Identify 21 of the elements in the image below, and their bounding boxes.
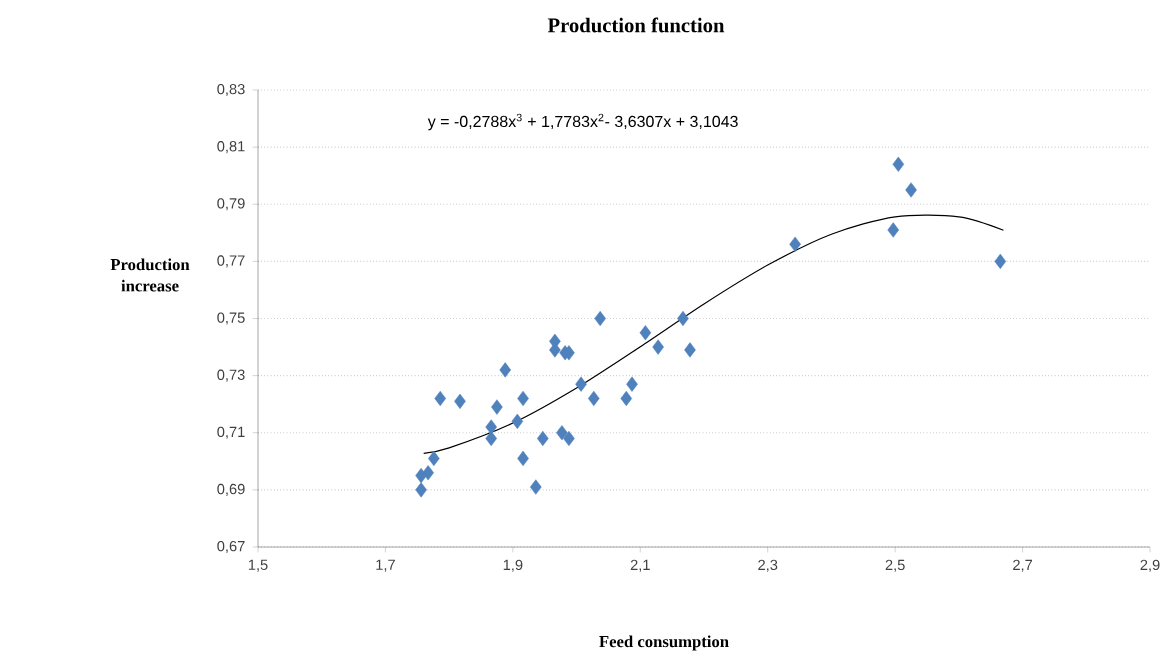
y-tick-label: 0,73	[217, 369, 245, 382]
x-tick-label: 1,5	[248, 559, 268, 572]
y-axis-title: Production increase	[110, 258, 190, 292]
y-tick-label: 0,79	[217, 198, 245, 211]
x-tick-label: 1,9	[503, 559, 523, 572]
x-tick-label: 1,7	[376, 559, 395, 572]
x-tick-label: 2,9	[1140, 559, 1160, 572]
y-tick-label: 0,81	[217, 141, 245, 154]
annotation: y = -0,2788x$^{3}$ + 1,7783x$^{2}$- 3,6307x + 3,1043	[427, 113, 738, 131]
x-tick-label: 2,3	[758, 559, 778, 572]
y-tick-label: 0,71	[217, 426, 245, 439]
y-tick-label: 0,67	[217, 540, 245, 554]
y-tick-label: 0,83	[217, 83, 245, 97]
x-tick-label: 2,1	[630, 559, 650, 572]
y-tick-label: 0,77	[217, 255, 245, 268]
x-tick-label: 2,5	[885, 559, 905, 572]
chart-title: Production function	[547, 17, 725, 33]
x-axis-title: Feed consumption	[599, 635, 729, 651]
y-tick-label: 0,69	[217, 483, 245, 496]
x-tick-label: 2,7	[1013, 559, 1033, 572]
y-tick-label: 0,75	[217, 312, 245, 325]
